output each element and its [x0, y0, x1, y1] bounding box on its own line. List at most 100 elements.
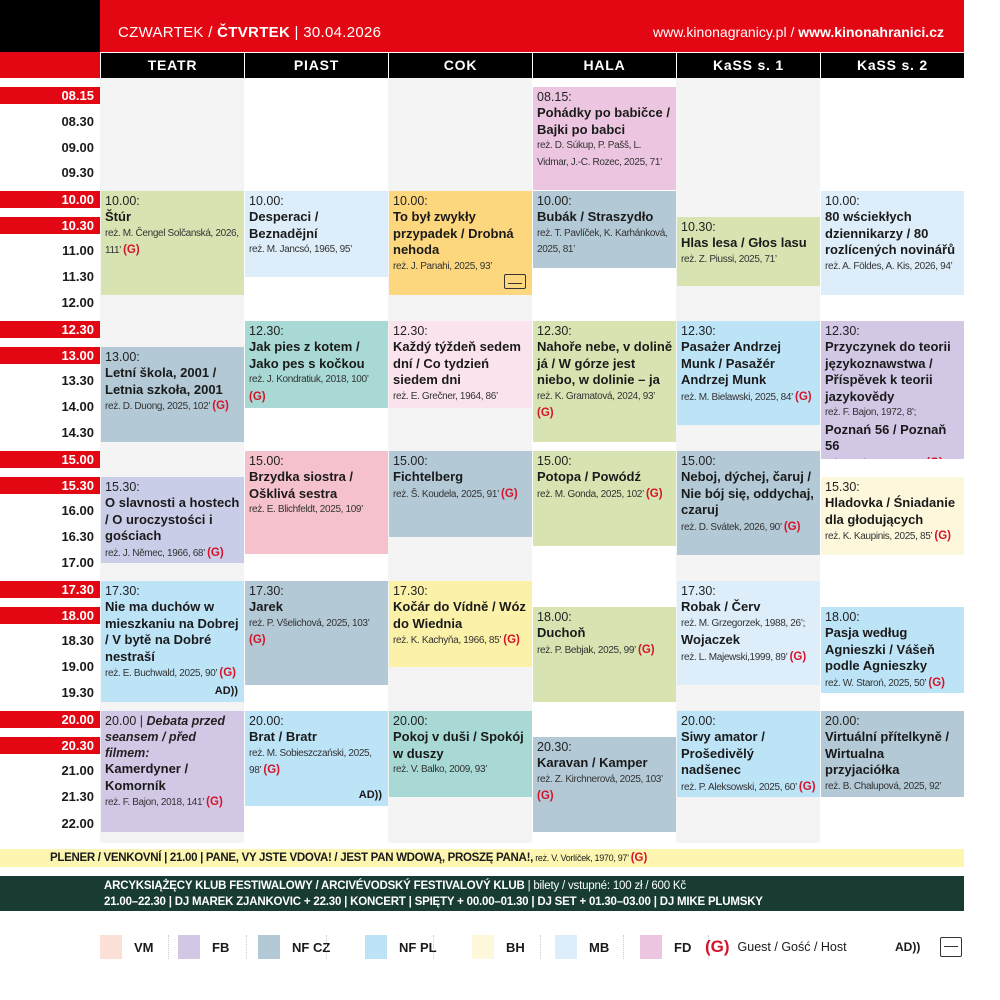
- event-title: Pohádky po babičce / Bajki po babci: [537, 105, 670, 137]
- event-meta: reż. D. Súkup, P. Pašš, L. Vidmar, J.-C.…: [537, 140, 662, 168]
- legend-label: FD: [674, 939, 692, 955]
- venue-header: TEATR: [101, 53, 244, 78]
- time-label: 18.00: [0, 607, 100, 624]
- event-title: Letní škola, 2001 / Letnia szkoła, 2001: [105, 365, 223, 397]
- legend-divider: [540, 935, 541, 959]
- event-time: 13.00:: [105, 350, 140, 364]
- legend-label: NF CZ: [292, 939, 331, 955]
- club-tickets: | bilety / vstupné: 100 zł / 600 Kč: [524, 880, 687, 892]
- screening-event[interactable]: 10.00: 80 wściekłych dziennikarzy / 80 ro…: [821, 191, 964, 295]
- legend-label: VM: [134, 939, 154, 955]
- screening-event[interactable]: 15.30: O slavnosti a hostech / O uroczyst…: [101, 477, 244, 563]
- event-meta: reż. A. Földes, A. Kis, 2026, 94’: [825, 260, 953, 272]
- screening-event[interactable]: 15.00: Fichtelberg reż. Š. Koudela, 2025, …: [389, 451, 532, 537]
- event-title: Jak pies z kotem / Jako pes s kočkou: [249, 339, 365, 371]
- screening-event[interactable]: 12.30: Každý týždeň sedem dní / Co tydzie…: [389, 321, 532, 408]
- screening-event[interactable]: 20.00: Virtuální přítelkyně / Wirtualna p…: [821, 711, 964, 797]
- event-meta: reż. M. Bielawski, 2025, 84’ (G): [681, 390, 812, 403]
- venue-header: COK: [389, 53, 532, 78]
- screening-event[interactable]: 08.15: Pohádky po babičce / Bajki po babc…: [533, 87, 676, 190]
- legend-swatch: [365, 935, 387, 959]
- time-label: 16.30: [61, 529, 94, 544]
- event-meta: reż. E. Grečner, 1964, 86’: [393, 390, 498, 402]
- legend-swatch: [472, 935, 494, 959]
- plener-label: PLENER / VENKOVNÍ | 21.00 | PANE, VY JST…: [50, 852, 533, 864]
- screening-event[interactable]: 10.30: Hlas lesa / Głos lasu reż. Z. Piuss…: [677, 217, 820, 286]
- screening-event[interactable]: 20.30: Karavan / Kamper reż. Z. Kirchnerov…: [533, 737, 676, 832]
- screening-event[interactable]: 15.00: Potopa / Powódź reż. M. Gonda, 2025…: [533, 451, 676, 546]
- screening-event[interactable]: 10.00: Štúr reż. M. Čengel Solčanská, 2026…: [101, 191, 244, 295]
- event-title: Brat / Bratr: [249, 729, 317, 744]
- legend-swatch: [178, 935, 200, 959]
- event-meta: reż. V. Balko, 2009, 93’: [393, 764, 488, 775]
- url-cz-link[interactable]: www.kinonahranici.cz: [798, 24, 944, 40]
- screening-event[interactable]: 20.00: Brat / Bratr reż. M. Sobieszczański…: [245, 711, 388, 806]
- screening-event[interactable]: 15.00: Brzydka siostra / Ošklivá sestra re…: [245, 451, 388, 554]
- event-time: 12.30:: [825, 324, 860, 338]
- event-meta: reż. P. Bebjak, 2025, 99’ (G): [537, 643, 655, 656]
- event-meta: reż. P. Všelichová, 2025, 103’ (G): [249, 617, 370, 647]
- screening-event[interactable]: 20.00: Siwy amator / Prošedivělý nadšenec…: [677, 711, 820, 797]
- event-meta: reż. P. Aleksowski, 2025, 60’ (G): [681, 780, 816, 793]
- legend-guest: (G) Guest / Gość / Host: [705, 935, 847, 959]
- venue-header: HALA: [533, 53, 676, 78]
- event-title: Pokoj v duši / Spokój w duszy: [393, 729, 524, 761]
- event-time: 18.00:: [825, 610, 860, 624]
- legend-divider: [246, 935, 247, 959]
- event-title: Bubák / Straszydło: [537, 209, 654, 224]
- guest-mark: (G): [637, 643, 655, 656]
- event-meta: reż. Z. Piussi, 2025, 71’: [681, 253, 777, 265]
- event-title: Brzydka siostra / Ošklivá sestra: [249, 469, 354, 501]
- screening-event[interactable]: 10.00: To był zwykły przypadek / Drobná n…: [389, 191, 532, 295]
- event-meta: reż. Z. Kirchnerová, 2025, 103’ (G): [537, 773, 663, 803]
- guest-mark: (G): [263, 764, 280, 776]
- event-time: 15.00:: [393, 454, 428, 468]
- legend-label: MB: [589, 939, 610, 955]
- event-time: 15.30:: [825, 480, 860, 494]
- time-label: 17.30: [0, 581, 100, 598]
- event-meta: reż. B. Chalupová, 2025, 92’: [825, 780, 942, 792]
- event-time: 17.30:: [393, 584, 428, 598]
- guest-mark: (G): [207, 546, 224, 559]
- event-meta-2: reż. L. Majewski,1999, 89’ (G): [681, 650, 807, 663]
- guest-mark: (G): [645, 487, 663, 500]
- event-meta-2: reż. F. Bajon, 1996, 106’ (G): [825, 455, 961, 460]
- event-title: Štúr: [105, 209, 131, 224]
- event-title: Kamerdyner / Komorník: [105, 761, 189, 793]
- screening-event[interactable]: 17.30: Kočár do Vídně / Wóz do Wiednia reż…: [389, 581, 532, 667]
- event-time: 10.00:: [825, 194, 860, 208]
- event-title: Przyczynek do teorii językoznawstwa / Př…: [825, 339, 951, 404]
- legend-item: NF PL: [365, 935, 437, 959]
- screening-event[interactable]: 15.00: Neboj, dýchej, čaruj / Nie bój się…: [677, 451, 820, 555]
- screening-event[interactable]: 12.30: Pasażer Andrzej Munk / Pasažér And…: [677, 321, 820, 425]
- event-meta: reż. J. Panahi, 2025, 93’: [393, 260, 493, 272]
- event-title-2: Poznań 56 / Poznaň 56: [825, 421, 947, 454]
- event-meta: reż. E. Blichfeldt, 2025, 109’: [249, 504, 364, 515]
- event-meta: reż. K. Kachyňa, 1966, 85’ (G): [393, 634, 520, 646]
- screening-event[interactable]: 13.00: Letní škola, 2001 / Letnia szkoła,…: [101, 347, 244, 442]
- screening-event[interactable]: 12.30: Przyczynek do teorii językoznawstw…: [821, 321, 964, 459]
- screening-event[interactable]: 18.00: Pasja według Agnieszki / Vášeň pod…: [821, 607, 964, 693]
- screening-event[interactable]: 17.30: Robak / Červ reż. M. Grzegorzek, 19…: [677, 581, 820, 685]
- screening-event[interactable]: 20.00 | Debata przed seansem / před film…: [101, 711, 244, 832]
- event-time: 18.00:: [537, 610, 572, 624]
- time-label: 14.00: [61, 399, 94, 414]
- page-header: CZWARTEK / ČTVRTEK | 30.04.2026 www.kino…: [100, 0, 964, 52]
- screening-event[interactable]: 15.30: Hladovka / Śniadanie dla głodujący…: [821, 477, 964, 555]
- guest-mark: (G): [537, 407, 554, 419]
- guest-label: Guest / Gość / Host: [737, 940, 847, 954]
- guest-mark: (G): [934, 530, 951, 542]
- screening-event[interactable]: 20.00: Pokoj v duši / Spokój w duszy reż. …: [389, 711, 532, 797]
- guest-mark: (G): [928, 676, 945, 689]
- screening-event[interactable]: 12.30: Jak pies z kotem / Jako pes s kočk…: [245, 321, 388, 408]
- screening-event[interactable]: 18.00: Duchoň reż. P. Bebjak, 2025, 99’ (G…: [533, 607, 676, 702]
- screening-event[interactable]: 12.30: Nahoře nebe, v dolině já / W górze…: [533, 321, 676, 442]
- screening-event[interactable]: 10.00: Bubák / Straszydło reż. T. Pavlíček…: [533, 191, 676, 268]
- screening-event[interactable]: 17.30: Nie ma duchów w mieszkaniu na Dobr…: [101, 581, 244, 702]
- screening-event[interactable]: 10.00: Desperaci / Beznadějní reż. M. Janc…: [245, 191, 388, 277]
- screening-event[interactable]: 17.30: Jarek reż. P. Všelichová, 2025, 103…: [245, 581, 388, 685]
- time-label: 20.00: [0, 711, 100, 728]
- event-meta: reż. M. Grzegorzek, 1988, 26’;: [681, 617, 806, 629]
- url-pl-link[interactable]: www.kinonagranicy.pl /: [652, 24, 795, 40]
- event-title: Pasażer Andrzej Munk / Pasažér Andrzej M…: [681, 339, 781, 387]
